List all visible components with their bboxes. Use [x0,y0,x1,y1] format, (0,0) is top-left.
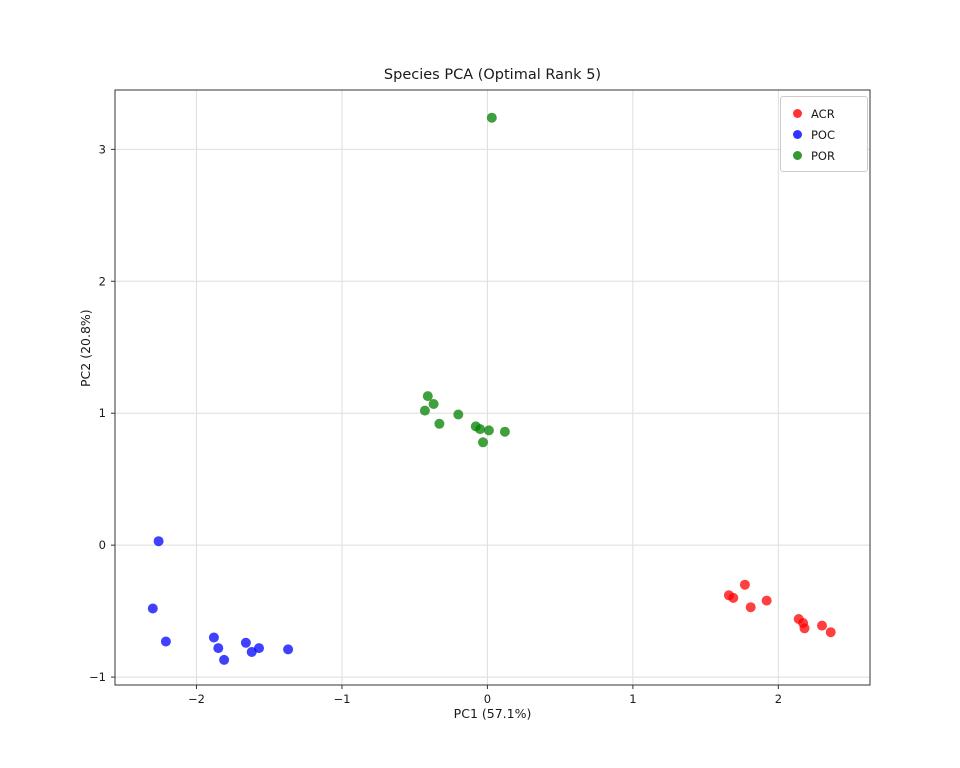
x-tick-label: −1 [333,692,350,706]
data-point-acr [761,595,772,606]
legend-marker-por-icon [793,151,802,160]
data-point-por [419,405,430,416]
x-axis-label: PC1 (57.1%) [453,706,532,721]
legend-label-acr: ACR [811,106,835,121]
data-point-por [478,437,488,448]
y-tick-label: 2 [99,274,106,288]
x-tick-label: −2 [188,692,205,706]
y-tick-label: 0 [99,538,106,552]
data-point-acr [745,602,756,613]
data-point-por [434,418,445,429]
y-tick-label: 3 [99,142,106,156]
x-tick-label: 1 [629,692,636,706]
data-point-acr [817,620,827,631]
data-point-poc [160,636,171,647]
legend-label-poc: POC [811,127,836,142]
chart-title: Species PCA (Optimal Rank 5) [383,67,602,83]
data-point-poc [147,603,158,614]
plot-frame [114,89,871,686]
legend-marker-acr-icon [793,109,802,118]
legend-item-poc: POC [789,124,859,145]
x-tick-label: 0 [484,692,491,706]
data-point-acr [799,623,810,634]
data-point-poc [254,643,264,654]
legend-item-acr: ACR [789,103,859,124]
data-point-acr [825,627,836,638]
legend-label-por: POR [811,148,835,163]
y-tick-label: −1 [89,670,106,684]
data-point-por [499,426,510,437]
y-tick-label: 1 [99,406,106,420]
data-point-por [475,424,486,435]
data-point-por [453,409,464,420]
data-point-poc [153,536,164,547]
legend-marker-poc-icon [793,130,802,139]
data-point-por [428,399,439,409]
x-tick-label: 2 [775,692,782,706]
data-point-por [486,112,497,123]
data-point-poc [283,644,294,655]
legend-item-por: POR [789,145,859,166]
data-point-poc [213,643,224,654]
data-point-por [422,391,433,402]
data-point-acr [739,579,750,590]
data-point-poc [208,632,219,643]
legend: ACR POC POR [780,96,868,172]
data-point-por [483,425,494,436]
data-point-poc [240,637,251,648]
data-point-poc [219,654,230,665]
data-point-acr [728,592,739,603]
